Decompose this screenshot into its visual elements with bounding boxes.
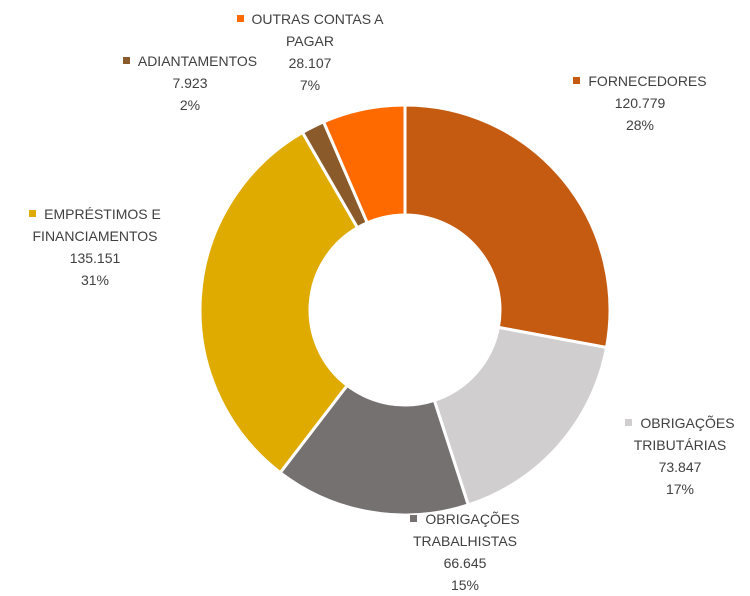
data-label: ADIANTAMENTOS 7.923 2% bbox=[90, 50, 290, 116]
data-label: OUTRAS CONTAS A PAGAR 28.107 7% bbox=[230, 8, 390, 96]
legend-marker bbox=[410, 514, 418, 522]
data-label: OBRIGAÇÕES TRIBUTÁRIAS 73.847 17% bbox=[610, 412, 750, 500]
percent-label: 17% bbox=[665, 481, 695, 497]
category-text: ADIANTAMENTOS bbox=[137, 53, 258, 69]
category-name: FORNECEDORES bbox=[540, 70, 740, 92]
percent-label: 28% bbox=[625, 117, 655, 133]
value-label: 73.847 bbox=[658, 459, 702, 475]
category-name: OBRIGAÇÕES TRABALHISTAS bbox=[385, 508, 545, 552]
category-name: OUTRAS CONTAS A PAGAR bbox=[230, 8, 390, 52]
category-text: FORNECEDORES bbox=[588, 73, 707, 89]
category-text: OBRIGAÇÕES TRIBUTÁRIAS bbox=[633, 415, 735, 453]
legend-marker bbox=[573, 76, 581, 84]
value-label: 120.779 bbox=[614, 95, 666, 111]
value-label: 66.645 bbox=[443, 555, 487, 571]
category-name: ADIANTAMENTOS bbox=[90, 50, 290, 72]
value-label: 7.923 bbox=[172, 75, 208, 91]
category-text: OUTRAS CONTAS A PAGAR bbox=[251, 11, 384, 49]
category-name: OBRIGAÇÕES TRIBUTÁRIAS bbox=[610, 412, 750, 456]
data-label: EMPRÉSTIMOS E FINANCIAMENTOS 135.151 31% bbox=[10, 203, 180, 291]
legend-marker bbox=[236, 14, 244, 22]
value-label: 28.107 bbox=[288, 55, 332, 71]
slice bbox=[198, 130, 360, 475]
value-label: 135.151 bbox=[69, 250, 121, 266]
percent-label: 2% bbox=[179, 97, 201, 113]
category-name: EMPRÉSTIMOS E FINANCIAMENTOS bbox=[10, 203, 180, 247]
data-label: OBRIGAÇÕES TRABALHISTAS 66.645 15% bbox=[385, 508, 545, 596]
data-label: FORNECEDORES 120.779 28% bbox=[540, 70, 740, 136]
percent-label: 7% bbox=[299, 77, 321, 93]
slice bbox=[403, 103, 612, 350]
slice bbox=[432, 325, 609, 507]
slice bbox=[321, 103, 407, 225]
category-text: OBRIGAÇÕES TRABALHISTAS bbox=[413, 511, 520, 549]
legend-marker bbox=[625, 418, 633, 426]
legend-marker bbox=[122, 56, 130, 64]
legend-marker bbox=[29, 209, 37, 217]
percent-label: 31% bbox=[80, 272, 110, 288]
category-text: EMPRÉSTIMOS E FINANCIAMENTOS bbox=[32, 206, 161, 244]
percent-label: 15% bbox=[450, 577, 480, 593]
